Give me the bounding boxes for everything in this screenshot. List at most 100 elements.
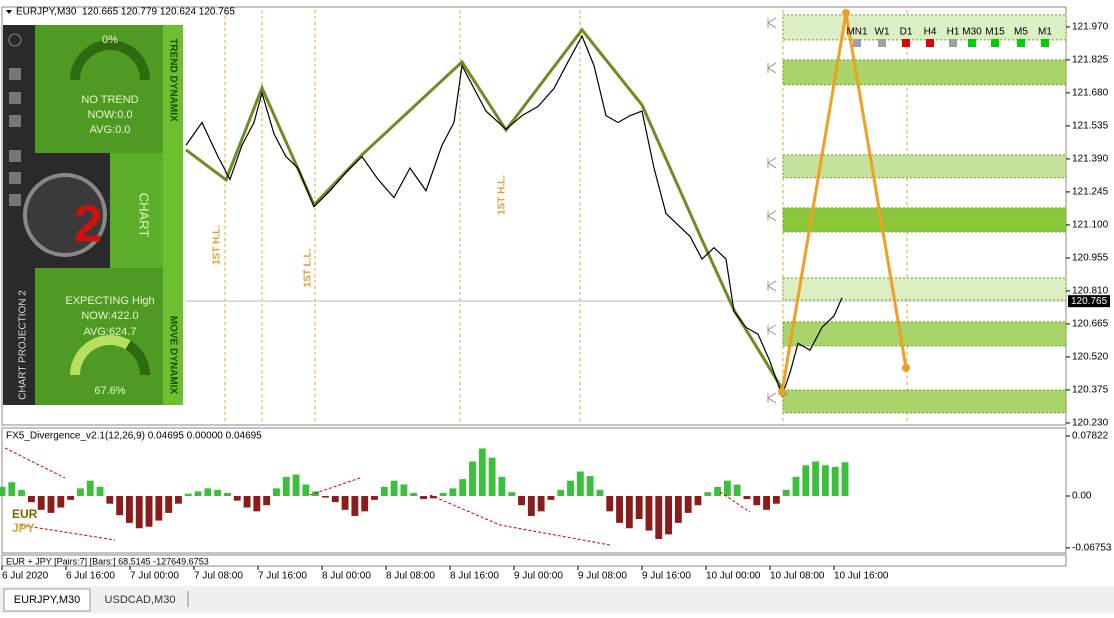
price-tick-label: 121.825 <box>1072 55 1109 66</box>
osc-bar <box>165 496 173 513</box>
osc-bar <box>469 461 476 497</box>
symbol: EURJPY,M30 <box>16 7 77 18</box>
osc-bar <box>0 486 6 497</box>
move-percent: 67.6% <box>94 385 125 397</box>
pair-label: EUR <box>12 507 38 521</box>
move-state: EXPECTING High <box>65 295 154 307</box>
social-icon <box>9 68 21 80</box>
price-tick-label: 121.100 <box>1072 220 1109 231</box>
osc-bar <box>76 488 84 497</box>
osc-bar <box>400 484 408 497</box>
osc-bar <box>831 466 839 497</box>
annotation: 1ST H.L. <box>212 225 223 265</box>
osc-bar <box>547 496 555 500</box>
timeframe-label: H4 <box>924 27 937 38</box>
strip-frame <box>1 554 1067 567</box>
timeframe-status <box>853 39 861 47</box>
timeframe-label: M5 <box>1014 27 1028 38</box>
zone-marker <box>767 210 777 222</box>
zone-marker <box>767 280 777 292</box>
time-label: 8 Jul 16:00 <box>450 571 499 582</box>
timeframe-status <box>991 39 999 47</box>
osc-bar <box>390 480 398 497</box>
timeframe-status <box>878 39 886 47</box>
time-label: 10 Jul 00:00 <box>706 571 761 582</box>
tab-bar <box>0 586 1114 613</box>
osc-bar <box>459 479 467 497</box>
osc-bar <box>488 457 496 497</box>
logo-ring <box>23 173 107 257</box>
price-tick-label: 120.955 <box>1072 253 1109 264</box>
timeframe-label: D1 <box>900 27 913 38</box>
osc-bar <box>214 489 222 497</box>
osc-bar <box>576 471 584 497</box>
timeframe-label: M15 <box>985 27 1005 38</box>
move-title: MOVE DYNAMIX <box>167 316 178 395</box>
timeframe-status <box>1017 39 1025 47</box>
menu-arrow[interactable] <box>6 10 12 14</box>
osc-bar <box>704 492 712 497</box>
osc-bar <box>351 496 359 516</box>
timeframe-status <box>968 39 976 47</box>
timeframe-status <box>1041 39 1049 47</box>
zone-marker <box>767 62 777 74</box>
osc-bar <box>184 493 192 497</box>
time-label: 6 Jul 2020 <box>2 571 49 582</box>
time-label: 6 Jul 16:00 <box>66 571 115 582</box>
osc-bar <box>27 496 35 503</box>
osc-bar <box>420 496 427 500</box>
osc-bar <box>792 476 800 497</box>
price-line <box>185 34 843 398</box>
product-name: CHART PROJECTION 2 <box>18 290 29 400</box>
timeframe-label: M1 <box>1038 27 1052 38</box>
osc-tick-label: 0.00 <box>1072 491 1092 502</box>
strip-label: EUR + JPY [Pairs:7] [Bars:] 68.5145 -127… <box>6 556 209 566</box>
osc-bar <box>537 496 545 512</box>
timeframe-label: H1 <box>947 27 960 38</box>
osc-bar <box>302 484 310 497</box>
osc-bar <box>175 496 182 504</box>
osc-bar <box>292 474 300 497</box>
chart-label: CHART <box>137 193 152 238</box>
osc-bar <box>331 496 339 503</box>
price-tick-label: 121.970 <box>1072 22 1109 33</box>
tab-label[interactable]: EURJPY,M30 <box>14 594 80 606</box>
osc-bar <box>135 496 143 529</box>
osc-bar <box>674 496 682 523</box>
osc-bar <box>841 462 849 497</box>
osc-bar <box>243 496 251 508</box>
price-tick-label: 121.680 <box>1072 88 1109 99</box>
time-label: 7 Jul 00:00 <box>130 571 179 582</box>
current-price-label: 120.765 <box>1071 296 1108 307</box>
price-tick-label: 121.535 <box>1072 121 1109 132</box>
osc-bar <box>380 486 388 497</box>
trend-now: NOW:0.0 <box>87 109 132 121</box>
osc-bar <box>439 492 447 497</box>
osc-bar <box>596 489 604 497</box>
projection-point <box>842 9 850 18</box>
time-label: 10 Jul 16:00 <box>834 571 889 582</box>
level-zone <box>782 14 1067 41</box>
timeframe-status <box>902 39 910 47</box>
title-strip <box>163 25 183 405</box>
level-zone <box>782 59 1067 86</box>
annotation: 1ST L.L. <box>303 248 314 287</box>
chart-layers: 1ST H.L. 1ST L.L. 1ST H.L. <box>185 9 1067 414</box>
osc-bar <box>37 496 45 510</box>
osc-bar <box>410 492 418 497</box>
zigzag-line <box>185 27 788 396</box>
tab-label[interactable]: USDCAD,M30 <box>105 594 176 606</box>
time-label: 9 Jul 16:00 <box>642 571 691 582</box>
tab[interactable] <box>3 588 91 612</box>
osc-bar <box>429 496 437 499</box>
move-gauge <box>70 335 131 376</box>
osc-bar <box>96 486 104 497</box>
osc-bar <box>155 496 163 521</box>
osc-bar <box>125 496 133 523</box>
osc-bar <box>772 496 780 504</box>
oscillator-label: FX5_Divergence_v2.1(12,26,9) 0.04695 0.0… <box>6 431 262 442</box>
osc-bar <box>145 496 153 527</box>
osc-bar <box>371 496 378 500</box>
time-label: 9 Jul 00:00 <box>514 571 563 582</box>
osc-bar <box>18 489 26 497</box>
